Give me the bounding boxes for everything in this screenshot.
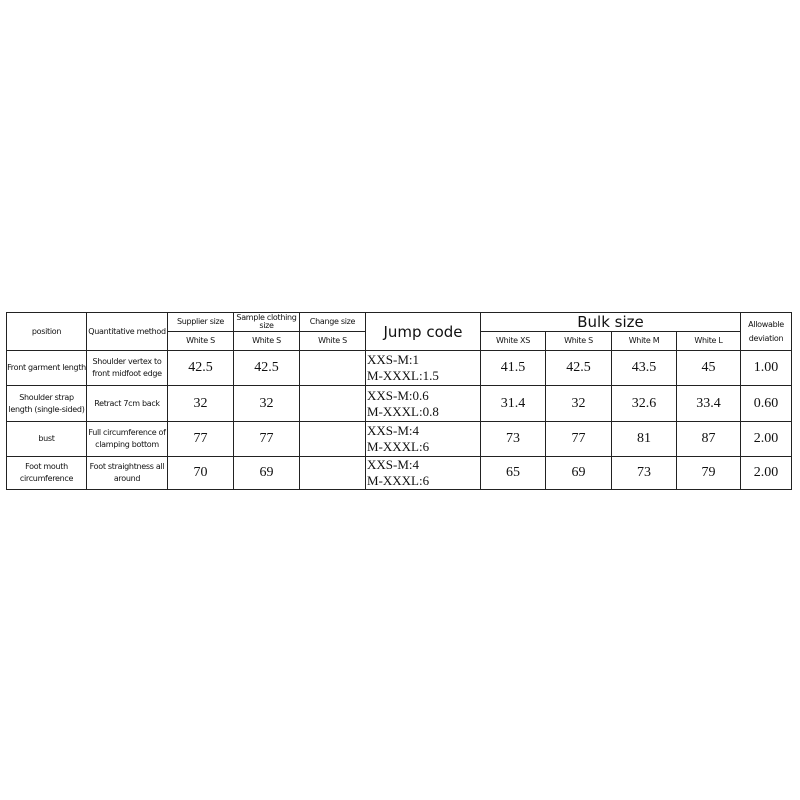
table-row: Front garment length Shoulder vertex to f… [6,350,793,386]
subheader-row: White S White S White S White XS White S… [7,331,792,351]
sample-cell: 32 [233,385,300,422]
jump-code-line: M-XXXL:0.8 [367,403,439,419]
change-cell [299,385,366,422]
sub-change: White S [299,331,366,351]
bulk-cell: 32 [545,385,612,422]
jump-code-line: M-XXXL:6 [367,439,430,454]
jump-code-cell: XXS-M:1 M-XXXL:1.5 [365,350,481,386]
bulk-cell: 77 [545,421,612,457]
table-row: Foot mouth circumference Foot straightnes… [6,456,793,490]
bulk-cell: 31.4 [480,385,546,422]
jump-code-cell: XXS-M:4 M-XXXL:6 [365,421,481,457]
method-cell: Retract 7cm back [86,385,168,422]
header-supplier: Supplier size [167,312,234,332]
bulk-cell: 73 [611,456,677,490]
method-cell: Shoulder vertex to front midfoot edge [86,350,168,386]
sample-cell: 69 [233,456,300,490]
supplier-cell: 77 [167,421,234,457]
bulk-cell: 41.5 [480,350,546,386]
sub-bulk: White XS [480,331,546,351]
change-cell [299,421,366,457]
deviation-cell: 1.00 [740,350,793,386]
header-position: position [6,312,87,351]
sample-cell: 77 [233,421,300,457]
header-row: position Quantitative method Supplier si… [6,312,793,351]
sub-bulk: White S [545,331,612,351]
method-cell: Foot straightness all around [86,456,168,490]
bulk-cell: 45 [675,350,742,386]
change-cell [299,456,366,490]
position-cell: bust [6,421,87,457]
size-chart-table: position Quantitative method Supplier si… [6,312,793,490]
position-cell: Shoulder strap length (single-sided) [6,385,87,422]
header-jump: Jump code [365,312,481,351]
bulk-cell: 42.5 [545,350,612,386]
sub-sample: White S [233,331,300,351]
supplier-cell: 32 [167,385,234,422]
bulk-cell: 32.6 [611,385,677,422]
header-change: Change size [299,312,366,332]
header-bulk: Bulk size [479,312,742,332]
table-row: bust Full circumference of clamping botto… [6,421,793,457]
supplier-cell: 42.5 [167,350,234,386]
bulk-cell: 33.4 [675,385,742,422]
bulk-cell: 73 [480,421,546,457]
bulk-cell: 43.5 [611,350,677,386]
position-cell: Front garment length [6,350,87,386]
jump-code-line: XXS-M:0.6 [367,387,429,403]
sub-bulk: White L [675,331,742,351]
method-cell: Full circumference of clamping bottom [86,421,168,457]
sub-bulk: White M [611,331,677,351]
bulk-cell: 79 [675,456,742,490]
table-row: Shoulder strap length (single-sided) Retr… [6,385,793,422]
sample-cell: 42.5 [233,350,300,386]
header-sample: Sample clothing size [233,312,300,332]
deviation-cell: 2.00 [740,421,793,457]
bulk-cell: 87 [675,421,742,457]
position-cell: Foot mouth circumference [6,456,87,490]
jump-code-line: M-XXXL:1.5 [367,368,439,383]
bulk-cell: 69 [545,456,612,490]
jump-code-cell: XXS-M:4 M-XXXL:6 [365,456,481,490]
change-cell [299,350,366,386]
header-deviation: Allowable deviation [740,312,793,351]
jump-code-line: XXS-M:1 [367,352,420,367]
deviation-cell: 0.60 [740,385,793,422]
header-method: Quantitative method [86,312,168,351]
deviation-cell: 2.00 [740,456,793,490]
supplier-cell: 70 [167,456,234,490]
bulk-cell: 65 [480,456,546,490]
jump-code-cell: XXS-M:0.6 M-XXXL:0.8 [365,385,481,422]
sub-supplier: White S [167,331,234,351]
jump-code-line: XXS-M:4 [367,423,420,438]
jump-code-line: M-XXXL:6 [367,473,430,488]
jump-code-line: XXS-M:4 [367,457,420,472]
bulk-cell: 81 [611,421,677,457]
